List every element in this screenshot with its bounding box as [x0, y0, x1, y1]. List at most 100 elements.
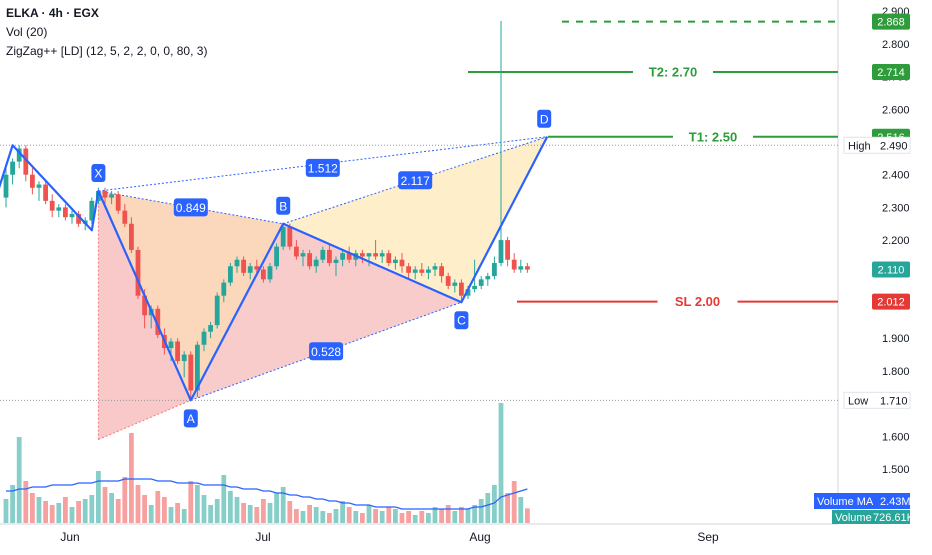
candle-body [115, 194, 121, 211]
price-tick-label: 2.300 [882, 202, 910, 214]
volume-bar [142, 495, 147, 523]
candle-body [241, 259, 246, 273]
volume-bar [439, 509, 444, 523]
candle-body [426, 269, 431, 273]
xa-dotted [98, 399, 191, 441]
candle-body [472, 285, 477, 290]
pattern-point-label: C [457, 314, 466, 328]
candle-body [511, 259, 517, 270]
volume-bar [175, 503, 180, 523]
dashed-level-tag-bg [872, 13, 910, 30]
candle-body [175, 341, 180, 362]
volume-bar [505, 493, 510, 523]
candle-body [16, 148, 22, 162]
candle-body [3, 174, 9, 198]
candle-body [261, 269, 266, 280]
candle-body [23, 148, 29, 175]
volume-bar [234, 497, 240, 523]
volume-bar [115, 499, 121, 523]
volume-bar [412, 515, 418, 523]
candle-body [360, 253, 365, 257]
volume-bar [102, 487, 108, 523]
candle-body [505, 240, 510, 260]
last-price-tag: 2.110 [878, 265, 905, 277]
candle-body [333, 259, 339, 263]
candle-body [129, 223, 134, 250]
candle-body [221, 282, 227, 296]
volume-bar [261, 499, 266, 523]
volume-bar [360, 513, 365, 523]
xab-triangle [98, 191, 284, 401]
volume-bar [181, 509, 187, 523]
candle-body [267, 266, 273, 280]
ratio-badge [398, 171, 433, 190]
xd-dotted [98, 136, 548, 192]
volume-tag-value: 726.61K [873, 512, 915, 524]
last-price-tag-bg [872, 261, 910, 278]
candle-body [327, 249, 332, 263]
volume-bar [69, 507, 75, 523]
pattern-point-label: D [540, 112, 549, 126]
candle-body [287, 227, 293, 247]
candle-body [465, 289, 471, 296]
volume-bar [201, 495, 207, 523]
volume-bar [30, 493, 35, 523]
level-label: T1: 2.50 [689, 129, 737, 144]
volume-ma-tag-value: 2.43M [880, 496, 911, 508]
volume-bar [518, 497, 524, 523]
volume-bar [82, 499, 88, 523]
candle-body [63, 207, 68, 218]
volume-bar [313, 507, 319, 523]
volume-indicator-title[interactable]: Vol (20) [6, 25, 48, 39]
volume-bar [386, 507, 392, 523]
ratio-badge [173, 198, 208, 217]
volume-bar [459, 507, 464, 523]
high-tag-label: High [848, 140, 871, 152]
candle-body [386, 253, 392, 263]
dashed-level-tag: 2.868 [877, 17, 905, 29]
price-tick-label: 1.900 [882, 333, 910, 345]
volume-bar [340, 501, 345, 523]
time-axis: Jun Jul Aug Sep [60, 530, 719, 544]
candle-body [445, 276, 451, 286]
volume-ma-tag-label: Volume MA [817, 496, 874, 508]
volume-bar [465, 509, 471, 523]
price-tick-label: 2.200 [882, 235, 910, 247]
ratio-label: 2.117 [401, 174, 430, 188]
volume-bar [195, 485, 200, 523]
volume-bar [36, 497, 42, 523]
level-label-bg [657, 293, 738, 310]
candle-body [412, 269, 418, 273]
zigzag-indicator-title[interactable]: ZigZag++ [LD] (12, 5, 2, 2, 0, 0, 80, 3) [6, 44, 208, 58]
level-tag-bg [872, 64, 910, 81]
pattern-point-badge [537, 109, 552, 128]
ratio-label: 1.512 [308, 161, 338, 175]
level-label: T2: 2.70 [649, 65, 697, 80]
candle-body [498, 240, 504, 263]
volume-bar [228, 491, 233, 523]
volume-bar [89, 495, 95, 523]
volume-bar [307, 505, 312, 523]
candle-body [379, 253, 385, 257]
volume-bar [10, 485, 15, 523]
volume-bar [492, 485, 497, 523]
zigzag-lines [0, 136, 549, 402]
candle-body [43, 184, 48, 201]
volume-bar [254, 507, 260, 523]
volume-tag-bg [832, 510, 910, 524]
abc-triangle [190, 223, 462, 401]
volume-bar [96, 471, 101, 523]
volume-bar [214, 499, 220, 523]
candle-body [36, 184, 42, 188]
volume-bar [23, 481, 29, 523]
candle-body [518, 266, 524, 270]
candle-body [188, 354, 194, 391]
candle-body [155, 308, 161, 335]
pattern-labels: X A B C D 0.849 0.528 1.512 2.117 [91, 109, 552, 428]
volume-bar [300, 511, 306, 523]
symbol-title[interactable]: ELKA · 4h · EGX [6, 6, 99, 20]
price-tick-label: 2.600 [882, 104, 910, 116]
grid [0, 0, 839, 525]
